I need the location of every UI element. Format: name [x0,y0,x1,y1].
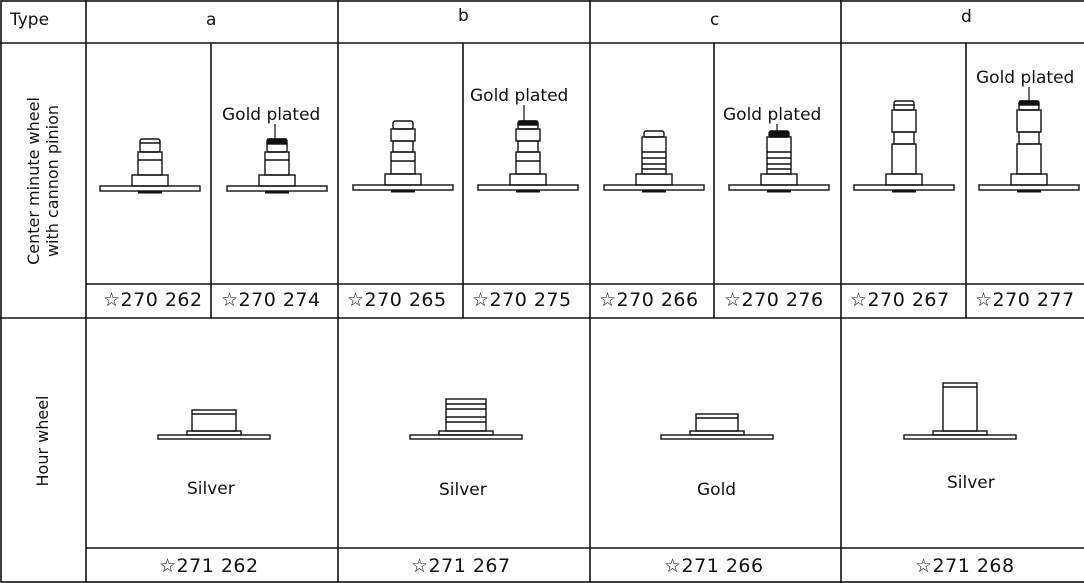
center-minute-wheel-row-label: Center minute wheel with cannon pinion [24,97,62,265]
hour-wheel-color-b: Silver [439,480,487,500]
center-wheel-drawing-c1 [603,130,705,193]
hour-wheel-color-a: Silver [187,479,235,499]
center-wheel-drawing-d2 [978,100,1080,193]
part-number-270-267: ☆270 267 [850,289,950,311]
center-wheel-drawing-a1 [99,138,201,194]
callout-leader-c [776,124,778,132]
hour-wheel-drawing-a [157,409,271,440]
part-number-270-276: ☆270 276 [724,289,824,311]
gold-plated-label-b: Gold plated [470,86,569,106]
part-number-270-262: ☆270 262 [103,289,203,311]
callout-leader-d [1028,87,1030,101]
type-header: Type [10,10,50,30]
part-number-270-266: ☆270 266 [599,289,699,311]
type-b-header: b [458,6,469,26]
gold-plated-label-a: Gold plated [222,105,321,125]
part-number-270-274: ☆270 274 [221,289,321,311]
hour-wheel-color-c: Gold [697,480,737,500]
center-wheel-drawing-a2 [226,138,328,194]
center-wheel-drawing-b2 [477,120,579,193]
part-number-270-265: ☆270 265 [347,289,447,311]
callout-leader-a [274,124,276,142]
part-number-271-268: ☆271 268 [915,555,1015,577]
center-wheel-drawing-b1 [352,120,454,193]
center-wheel-drawing-c2 [728,130,830,193]
gold-plated-label-d: Gold plated [976,68,1075,88]
hour-wheel-color-d: Silver [947,473,995,493]
part-number-271-266: ☆271 266 [664,555,764,577]
center-wheel-drawing-d1 [853,100,955,193]
callout-leader-b [523,105,525,123]
type-c-header: c [710,10,720,30]
type-d-header: d [961,7,972,27]
hour-wheel-drawing-c [660,413,774,440]
part-number-271-262: ☆271 262 [159,555,259,577]
hour-wheel-drawing-b [409,398,523,440]
gold-plated-label-c: Gold plated [723,105,822,125]
type-a-header: a [206,10,217,30]
hour-wheel-drawing-d [903,382,1017,440]
hour-wheel-row-label: Hour wheel [33,395,52,487]
part-number-270-275: ☆270 275 [472,289,572,311]
part-number-271-267: ☆271 267 [411,555,511,577]
part-number-270-277: ☆270 277 [975,289,1075,311]
